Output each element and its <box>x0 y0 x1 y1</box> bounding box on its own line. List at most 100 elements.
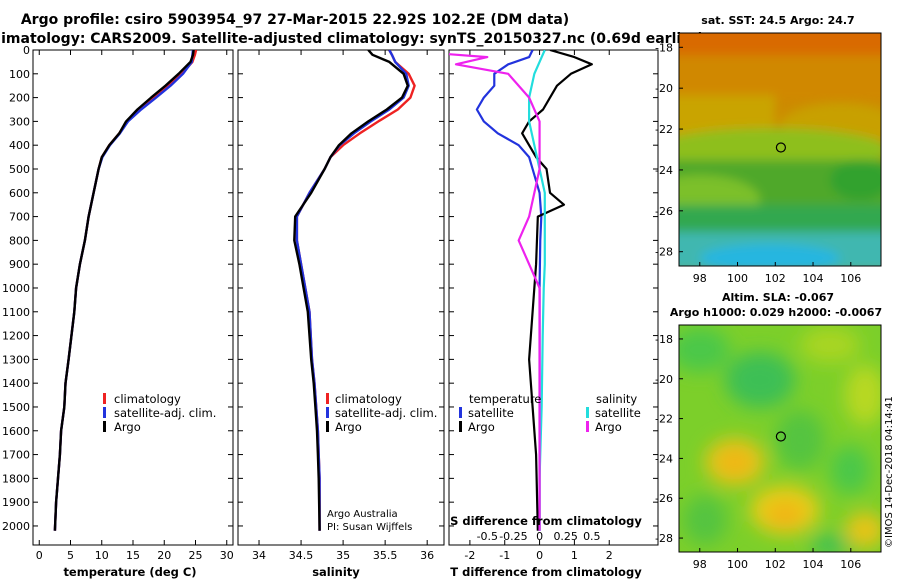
salinity-lines <box>293 50 416 531</box>
s-tick-label: -0.5 <box>477 530 498 543</box>
title-line-2: Climatology: CARS2009. Satellite-adjuste… <box>0 31 704 47</box>
sla-map-axes: 98 100 102 104 106 -18 -20 -22 -24 -26 -28 <box>655 333 861 571</box>
depth-tick-label: 300 <box>9 115 30 128</box>
lon-tick-label: 98 <box>693 272 707 285</box>
lon-tick-label: 104 <box>803 272 824 285</box>
sla-map: Altim. SLA: -0.067 Argo h1000: 0.029 h20… <box>655 291 882 571</box>
lat-tick-label: -24 <box>655 164 673 177</box>
series-argo <box>293 50 409 531</box>
x-tick-label: -2 <box>464 549 475 562</box>
sst-map-frame <box>678 32 882 267</box>
depth-tick-label: 200 <box>9 92 30 105</box>
x-tick-label: 34 <box>252 549 266 562</box>
temperature-panel: 0100200300400500600700800900100011001200… <box>2 44 234 579</box>
lon-tick-label: 100 <box>727 558 748 571</box>
x-tick-label: 10 <box>95 549 109 562</box>
series-s-argo <box>449 53 541 531</box>
series-satellite-adj-clim- <box>295 50 410 531</box>
x-tick-label: 35.5 <box>373 549 398 562</box>
depth-tick-label: 2000 <box>2 520 30 533</box>
legend-swatch-argo <box>103 421 106 432</box>
salinity-depth-ticks <box>238 49 444 527</box>
depth-tick-label: 900 <box>9 258 30 271</box>
depth-tick-label: 1200 <box>2 330 30 343</box>
temperature-axes-frame <box>32 49 234 546</box>
legend-swatch-satellite <box>103 407 106 418</box>
depth-tick-label: 1000 <box>2 282 30 295</box>
series-climatology <box>295 50 416 531</box>
x-tick-label: 0 <box>36 549 43 562</box>
difference-panel: -2 -1 0 1 2 -0.5 -0.25 0 0.25 0.5 T difference f… <box>448 49 659 579</box>
legend-swatch-t-argo <box>459 421 462 432</box>
s-tick-label: -0.25 <box>499 530 527 543</box>
temperature-legend: climatology satellite-adj. clim. Argo <box>103 392 216 434</box>
legend-swatch-t-satellite <box>459 407 462 418</box>
temperature-lines <box>53 50 198 531</box>
legend-label-satellite: satellite-adj. clim. <box>114 406 216 420</box>
legend-label-argo: Argo <box>335 420 362 434</box>
legend-swatch-climatology <box>326 393 329 404</box>
salinity-x-axis: 34 34.5 35 35.5 36 <box>252 50 434 562</box>
lon-tick-label: 106 <box>840 558 861 571</box>
salinity-legend: climatology satellite-adj. clim. Argo <box>326 392 437 434</box>
x-tick-label: 35 <box>336 549 350 562</box>
s-tick-label: 0.5 <box>583 530 601 543</box>
lon-tick-label: 100 <box>727 272 748 285</box>
lat-tick-label: -22 <box>655 413 673 426</box>
sst-map-axes: 98 100 102 104 106 -18 -20 -22 -24 -26 -28 <box>655 41 861 285</box>
lon-tick-label: 102 <box>765 558 786 571</box>
argo-float-marker <box>775 142 787 153</box>
credit-line-1: Argo Australia <box>327 509 398 520</box>
lat-tick-label: -26 <box>655 205 673 218</box>
difference-x-axis: -2 -1 0 1 2 <box>464 50 613 562</box>
series-t-argo <box>521 50 593 531</box>
lat-tick-label: -20 <box>655 82 673 95</box>
depth-tick-label: 800 <box>9 234 30 247</box>
title-line-1: Argo profile: csiro 5903954_97 27-Mar-20… <box>21 12 569 28</box>
lat-tick-label: -18 <box>655 41 673 54</box>
depth-tick-label: 1800 <box>2 472 30 485</box>
depth-tick-label: 600 <box>9 187 30 200</box>
s-difference-axis-label: S difference from climatology <box>450 514 642 528</box>
legend-label-climatology: climatology <box>335 392 402 406</box>
x-tick-label: 20 <box>157 549 171 562</box>
depth-tick-label: 1700 <box>2 449 30 462</box>
legend-label-s-argo: Argo <box>595 420 622 434</box>
legend-title-salinity: salinity <box>596 392 637 406</box>
x-tick-label: 5 <box>67 549 74 562</box>
depth-tick-label: 500 <box>9 163 30 176</box>
depth-tick-label: 1500 <box>2 401 30 414</box>
difference-depth-ticks <box>449 49 658 527</box>
legend-label-argo: Argo <box>114 420 141 434</box>
s-tick-label: 0.25 <box>553 530 578 543</box>
x-tick-label: 30 <box>220 549 234 562</box>
sst-field <box>679 33 881 266</box>
legend-label-t-satellite: satellite <box>468 406 514 420</box>
t-difference-axis-label: T difference from climatology <box>450 565 642 579</box>
depth-tick-label: 1300 <box>2 353 30 366</box>
temperature-x-axis: 0 5 10 15 20 25 30 <box>36 50 234 562</box>
lon-tick-label: 106 <box>840 272 861 285</box>
legend-title-temperature: temperature <box>469 392 541 406</box>
sla-map-title: Altim. SLA: -0.067 <box>722 291 834 304</box>
sla-field <box>679 325 881 552</box>
lat-tick-label: -24 <box>655 452 673 465</box>
s-difference-axis: -0.5 -0.25 0 0.25 0.5 <box>477 530 601 543</box>
legend-swatch-s-argo <box>586 421 589 432</box>
lat-tick-label: -22 <box>655 123 673 136</box>
series-t-satellite <box>475 50 543 531</box>
difference-legend: temperature satellite Argo salinity sate… <box>459 392 641 434</box>
lat-tick-label: -20 <box>655 373 673 386</box>
lon-tick-label: 102 <box>765 272 786 285</box>
depth-tick-label: 1400 <box>2 377 30 390</box>
lat-tick-label: -18 <box>655 333 673 346</box>
x-tick-label: 15 <box>126 549 140 562</box>
x-tick-label: 36 <box>420 549 434 562</box>
x-tick-label: 25 <box>189 549 203 562</box>
temperature-axis-label: temperature (deg C) <box>63 565 196 579</box>
sst-map: sat. SST: 24.5 Argo: 24.7 98 100 102 104 106… <box>655 14 882 285</box>
credit-line-2: PI: Susan Wijffels <box>327 522 412 533</box>
depth-axis: 0 100 200 300 400 500 600 700 800 900 1000 1100 1200… <box>2 44 233 533</box>
series-s-satellite <box>528 50 546 531</box>
